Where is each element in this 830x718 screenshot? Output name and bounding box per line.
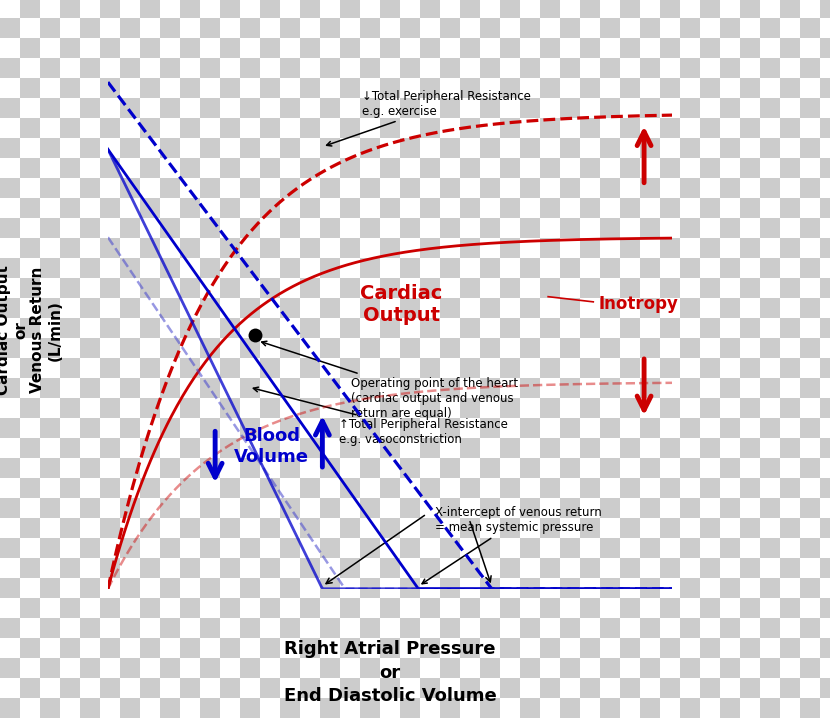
Text: Blood
Volume: Blood Volume [234,427,309,466]
Text: Right Atrial Pressure: Right Atrial Pressure [285,640,496,658]
Text: or: or [379,663,401,681]
Text: X-intercept of venous return
= mean systemic pressure: X-intercept of venous return = mean syst… [422,506,602,584]
Text: Cardiac Output
or
Venous Return
(L/min): Cardiac Output or Venous Return (L/min) [0,266,63,395]
Text: ↑Total Peripheral Resistance
e.g. vasoconstriction: ↑Total Peripheral Resistance e.g. vasoco… [253,387,508,446]
Text: Operating point of the heart
(cardiac output and venous
return are equal): Operating point of the heart (cardiac ou… [261,341,518,420]
Text: ↓Total Peripheral Resistance
e.g. exercise: ↓Total Peripheral Resistance e.g. exerci… [327,90,530,146]
Text: End Diastolic Volume: End Diastolic Volume [284,687,496,705]
Text: Inotropy: Inotropy [599,295,679,314]
Text: Cardiac
Output: Cardiac Output [360,284,442,325]
